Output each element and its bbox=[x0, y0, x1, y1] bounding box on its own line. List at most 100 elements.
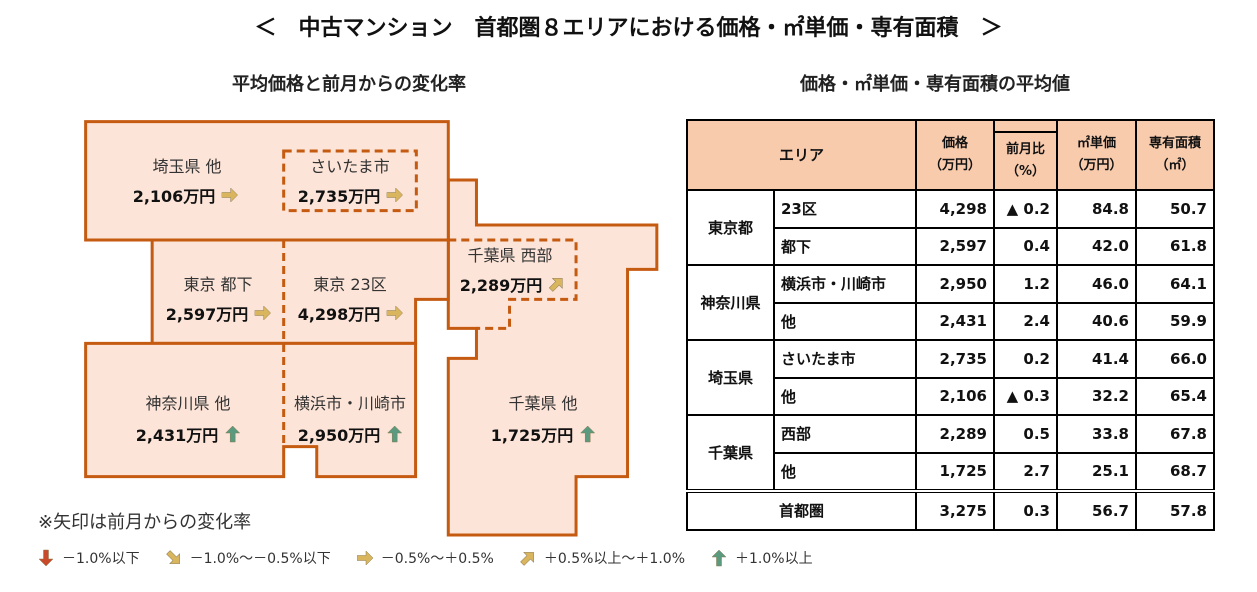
region-value: 2,735万円 bbox=[298, 183, 403, 207]
unit-price-cell: 25.1 bbox=[1056, 451, 1137, 492]
arrow-down-right-icon bbox=[165, 550, 180, 564]
region-chiba bbox=[448, 180, 657, 535]
table-row: 千葉県 西部 2,289 0.5 33.8 67.8 bbox=[686, 414, 1215, 492]
price-cell: 2,289 bbox=[915, 414, 995, 454]
price-cell: 3,275 bbox=[915, 490, 995, 531]
region-label: 千葉県 西部 bbox=[467, 246, 553, 265]
region-label: 神奈川県 他 bbox=[145, 394, 231, 413]
change-cell: ▲ 0.3 bbox=[993, 376, 1058, 416]
change-cell: 0.3 bbox=[993, 490, 1058, 531]
region-label: 横浜市・川崎市 bbox=[293, 394, 407, 413]
size-cell: 61.8 bbox=[1135, 226, 1215, 266]
region-value: 1,725万円 bbox=[491, 422, 596, 446]
header-size: 専有面積 （㎡） bbox=[1135, 119, 1215, 191]
change-cell: 2.7 bbox=[993, 451, 1058, 492]
price-cell: 2,597 bbox=[915, 226, 995, 266]
region-value: 2,950万円 bbox=[298, 422, 403, 446]
area-cell: 他 bbox=[773, 451, 917, 492]
unit-price-cell: 33.8 bbox=[1056, 414, 1137, 454]
table-row: 埼玉県 さいたま市 2,735 0.2 41.4 66.0 bbox=[686, 339, 1215, 416]
arrow-flat-icon bbox=[386, 187, 403, 203]
change-cell: 1.2 bbox=[993, 264, 1058, 304]
pref-cell: 神奈川県 bbox=[686, 264, 775, 341]
area-cell: 23区 bbox=[773, 189, 917, 229]
size-cell: 67.8 bbox=[1135, 414, 1215, 454]
unit-price-cell: 46.0 bbox=[1056, 264, 1137, 304]
price-cell: 4,298 bbox=[915, 189, 995, 229]
table-row: 東京都 23区 4,298 ▲ 0.2 84.8 50.7 bbox=[686, 189, 1215, 266]
region-value: 2,106万円 bbox=[133, 183, 238, 207]
total-label: 首都圏 bbox=[686, 490, 917, 531]
region-kanagawa bbox=[86, 343, 416, 476]
size-cell: 59.9 bbox=[1135, 301, 1215, 341]
region-value: 2,597万円 bbox=[166, 301, 271, 325]
region-label: 埼玉県 他 bbox=[152, 157, 222, 176]
unit-price-cell: 84.8 bbox=[1056, 189, 1137, 229]
header-change: 前月比 （%） bbox=[993, 131, 1058, 191]
price-cell: 2,431 bbox=[915, 301, 995, 341]
pref-cell: 埼玉県 bbox=[686, 339, 775, 416]
unit-price-cell: 32.2 bbox=[1056, 376, 1137, 416]
arrow-up-right-icon bbox=[520, 552, 534, 566]
arrow-flat-icon bbox=[386, 305, 403, 321]
header-area: エリア bbox=[686, 119, 917, 191]
arrow-up-icon bbox=[386, 425, 402, 443]
region-value: 2,431万円 bbox=[136, 422, 241, 446]
size-cell: 65.4 bbox=[1135, 376, 1215, 416]
map-subtitle: 平均価格と前月からの変化率 bbox=[232, 74, 466, 95]
size-cell: 57.8 bbox=[1135, 490, 1215, 531]
area-cell: 都下 bbox=[773, 226, 917, 266]
table-subtitle: 価格・㎡単価・専有面積の平均値 bbox=[800, 74, 1070, 95]
price-table: エリア 価格 （万円） ㎡単価 （万円） 専有面積 （㎡） 前月比 （%） 東京都 23区… bbox=[686, 119, 1215, 531]
page-title: ＜ 中古マンション 首都圏８エリアにおける価格・㎡単価・専有面積 ＞ bbox=[254, 16, 1003, 41]
size-cell: 66.0 bbox=[1135, 339, 1215, 379]
price-cell: 2,950 bbox=[915, 264, 995, 304]
header-unit-price: ㎡単価 （万円） bbox=[1056, 119, 1137, 191]
legend-item: －0.5%～＋0.5% bbox=[356, 548, 494, 568]
arrow-up-icon bbox=[224, 425, 240, 443]
unit-price-cell: 42.0 bbox=[1056, 226, 1137, 266]
unit-price-cell: 56.7 bbox=[1056, 490, 1137, 531]
region-label: 千葉県 他 bbox=[508, 394, 578, 413]
arrow-note: ※矢印は前月からの変化率 bbox=[38, 512, 252, 533]
unit-price-cell: 40.6 bbox=[1056, 301, 1137, 341]
region-saitama-city bbox=[284, 151, 417, 211]
change-cell: 2.4 bbox=[993, 301, 1058, 341]
legend-item: －1.0%以下 bbox=[38, 548, 140, 568]
arrow-flat-icon bbox=[254, 305, 271, 321]
legend-item: ＋1.0%以上 bbox=[711, 548, 813, 568]
area-cell: 他 bbox=[773, 301, 917, 341]
size-cell: 68.7 bbox=[1135, 451, 1215, 492]
arrow-up-icon bbox=[579, 425, 595, 443]
total-row: 首都圏 3,275 0.3 56.7 57.8 bbox=[686, 490, 1215, 531]
table-row: 都下 2,597 0.4 42.0 61.8 bbox=[687, 226, 1215, 266]
table-row: 他 2,106 ▲ 0.3 32.2 65.4 bbox=[687, 376, 1215, 416]
table-row: 神奈川県 横浜市・川崎市 2,950 1.2 46.0 64.1 bbox=[686, 264, 1215, 341]
change-cell: 0.5 bbox=[993, 414, 1058, 454]
area-cell: さいたま市 bbox=[773, 339, 917, 379]
arrow-up-icon bbox=[711, 549, 727, 567]
pref-cell: 東京都 bbox=[686, 189, 775, 266]
table-row: 他 1,725 2.7 25.1 68.7 bbox=[687, 451, 1215, 492]
price-cell: 2,106 bbox=[915, 376, 995, 416]
arrow-flat-icon bbox=[356, 550, 373, 566]
arrow-flat-icon bbox=[221, 187, 238, 203]
legend-item: －1.0%～－0.5%以下 bbox=[165, 548, 331, 568]
region-chiba-west bbox=[448, 240, 576, 328]
legend-item: ＋0.5%以上～＋1.0% bbox=[520, 548, 685, 568]
region-value: 4,298万円 bbox=[298, 301, 403, 325]
arrow-up-right-icon bbox=[548, 278, 563, 292]
price-cell: 2,735 bbox=[915, 339, 995, 379]
change-cell: 0.4 bbox=[993, 226, 1058, 266]
price-cell: 1,725 bbox=[915, 451, 995, 492]
pref-cell: 千葉県 bbox=[686, 414, 775, 492]
size-cell: 64.1 bbox=[1135, 264, 1215, 304]
region-map bbox=[80, 110, 670, 540]
size-cell: 50.7 bbox=[1135, 189, 1215, 229]
change-cell: ▲ 0.2 bbox=[993, 189, 1058, 229]
area-cell: 横浜市・川崎市 bbox=[773, 264, 917, 304]
region-saitama bbox=[86, 122, 449, 240]
area-cell: 西部 bbox=[773, 414, 917, 454]
change-cell: 0.2 bbox=[993, 339, 1058, 379]
